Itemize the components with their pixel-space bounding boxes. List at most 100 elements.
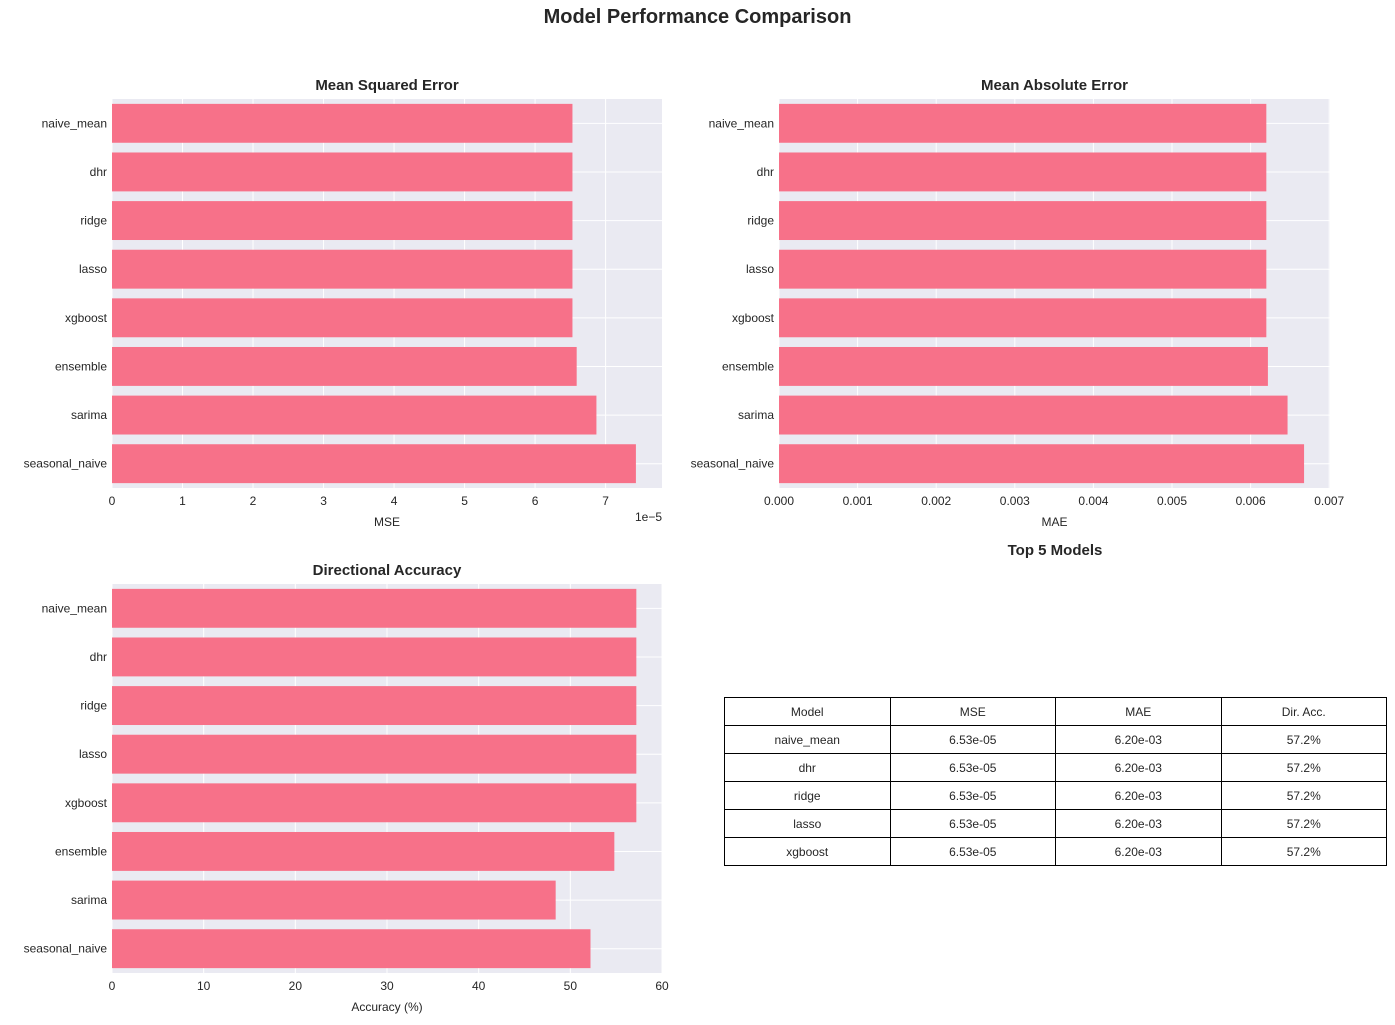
y-tick-label-ensemble: ensemble <box>55 359 107 373</box>
x-axis-label: Accuracy (%) <box>351 1000 422 1014</box>
y-tick-label-seasonal-naive: seasonal_naive <box>24 942 108 956</box>
x-tick-label: 7 <box>602 494 609 508</box>
table-row: ridge 6.53e-05 6.20e-03 57.2% <box>724 781 1387 810</box>
y-tick-label-naive-mean: naive_mean <box>709 116 774 130</box>
y-tick-label-ensemble: ensemble <box>55 844 107 858</box>
bar-ridge <box>112 201 573 241</box>
y-tick-label-xgboost: xgboost <box>65 311 108 325</box>
bar-naive-mean <box>779 103 1267 143</box>
cell-mae: 6.20e-03 <box>1055 781 1222 810</box>
x-axis-label: MAE <box>1041 515 1067 529</box>
cell-model: lasso <box>724 809 891 838</box>
x-tick-label: 50 <box>564 979 578 993</box>
x-tick-label: 2 <box>250 494 257 508</box>
figure-title: Model Performance Comparison <box>543 6 852 28</box>
bar-lasso <box>779 249 1267 289</box>
bar-seasonal-naive <box>779 444 1305 484</box>
x-tick-label: 0.007 <box>1314 494 1344 508</box>
header-mse: MSE <box>889 697 1056 726</box>
chart-title: Mean Squared Error <box>315 77 459 94</box>
cell-mae: 6.20e-03 <box>1055 753 1222 782</box>
y-tick-label-naive-mean: naive_mean <box>42 601 107 615</box>
x-tick-label: 0.006 <box>1236 494 1266 508</box>
x-tick-label: 40 <box>472 979 486 993</box>
table-header-row: Model MSE MAE Dir. Acc. <box>724 697 1387 726</box>
bar-sarima <box>112 880 556 920</box>
bar-ensemble <box>112 831 615 871</box>
bar-ridge <box>779 201 1267 241</box>
x-tick-label: 0 <box>109 979 116 993</box>
cell-model: ridge <box>724 781 891 810</box>
y-tick-label-xgboost: xgboost <box>732 311 775 325</box>
bar-ensemble <box>779 346 1268 386</box>
x-axis-label: MSE <box>374 515 400 529</box>
bar-sarima <box>779 395 1288 435</box>
bar-ensemble <box>112 346 577 386</box>
cell-mse: 6.53e-05 <box>889 809 1056 838</box>
y-tick-label-lasso: lasso <box>79 747 107 761</box>
bar-dhr <box>112 152 573 192</box>
x-tick-label: 0.001 <box>843 494 873 508</box>
cell-mae: 6.20e-03 <box>1055 837 1222 866</box>
y-tick-label-sarima: sarima <box>71 408 107 422</box>
cell-mse: 6.53e-05 <box>889 781 1056 810</box>
bar-ridge <box>112 686 637 726</box>
x-tick-label: 3 <box>320 494 327 508</box>
cell-mae: 6.20e-03 <box>1055 725 1222 754</box>
y-tick-label-dhr: dhr <box>90 650 107 664</box>
y-tick-label-naive-mean: naive_mean <box>42 116 107 130</box>
cell-mse: 6.53e-05 <box>889 725 1056 754</box>
x-tick-label: 60 <box>655 979 669 993</box>
y-tick-label-dhr: dhr <box>90 165 107 179</box>
y-tick-label-ridge: ridge <box>747 214 774 228</box>
x-tick-label: 0.005 <box>1157 494 1187 508</box>
bar-dhr <box>112 637 637 677</box>
cell-dir-acc: 57.2% <box>1220 781 1387 810</box>
x-axis-offset-text: 1e−5 <box>635 510 662 524</box>
x-tick-label: 6 <box>532 494 539 508</box>
y-tick-label-ridge: ridge <box>80 214 107 228</box>
x-tick-label: 0 <box>109 494 116 508</box>
table-row: naive_mean 6.53e-05 6.20e-03 57.2% <box>724 725 1387 754</box>
y-tick-label-xgboost: xgboost <box>65 796 108 810</box>
cell-mse: 6.53e-05 <box>889 753 1056 782</box>
x-tick-label: 1 <box>179 494 186 508</box>
x-tick-label: 30 <box>380 979 394 993</box>
y-tick-label-seasonal-naive: seasonal_naive <box>691 457 775 471</box>
bar-xgboost <box>779 298 1267 338</box>
cell-dir-acc: 57.2% <box>1220 753 1387 782</box>
x-tick-label: 5 <box>461 494 468 508</box>
y-tick-label-ensemble: ensemble <box>722 359 774 373</box>
cell-dir-acc: 57.2% <box>1220 809 1387 838</box>
x-tick-label: 0.002 <box>921 494 951 508</box>
chart-title: Mean Absolute Error <box>981 77 1128 94</box>
header-model: Model <box>724 697 891 726</box>
y-tick-label-lasso: lasso <box>79 262 107 276</box>
cell-mae: 6.20e-03 <box>1055 809 1222 838</box>
header-mae: MAE <box>1055 697 1222 726</box>
cell-dir-acc: 57.2% <box>1220 837 1387 866</box>
cell-dir-acc: 57.2% <box>1220 725 1387 754</box>
cell-model: naive_mean <box>724 725 891 754</box>
bar-xgboost <box>112 298 573 338</box>
bar-lasso <box>112 734 637 774</box>
x-tick-label: 0.000 <box>764 494 794 508</box>
x-tick-label: 0.003 <box>1000 494 1030 508</box>
bar-seasonal-naive <box>112 929 591 969</box>
bar-xgboost <box>112 783 637 823</box>
cell-model: dhr <box>724 753 891 782</box>
y-tick-label-lasso: lasso <box>746 262 774 276</box>
chart-title: Directional Accuracy <box>313 562 462 579</box>
y-tick-label-sarima: sarima <box>71 893 107 907</box>
bar-sarima <box>112 395 597 435</box>
x-tick-label: 20 <box>289 979 303 993</box>
y-tick-label-dhr: dhr <box>757 165 774 179</box>
table-row: xgboost 6.53e-05 6.20e-03 57.2% <box>724 837 1387 866</box>
table-title: Top 5 Models <box>1007 542 1103 559</box>
bar-naive-mean <box>112 103 573 143</box>
cell-model: xgboost <box>724 837 891 866</box>
bar-dhr <box>779 152 1267 192</box>
